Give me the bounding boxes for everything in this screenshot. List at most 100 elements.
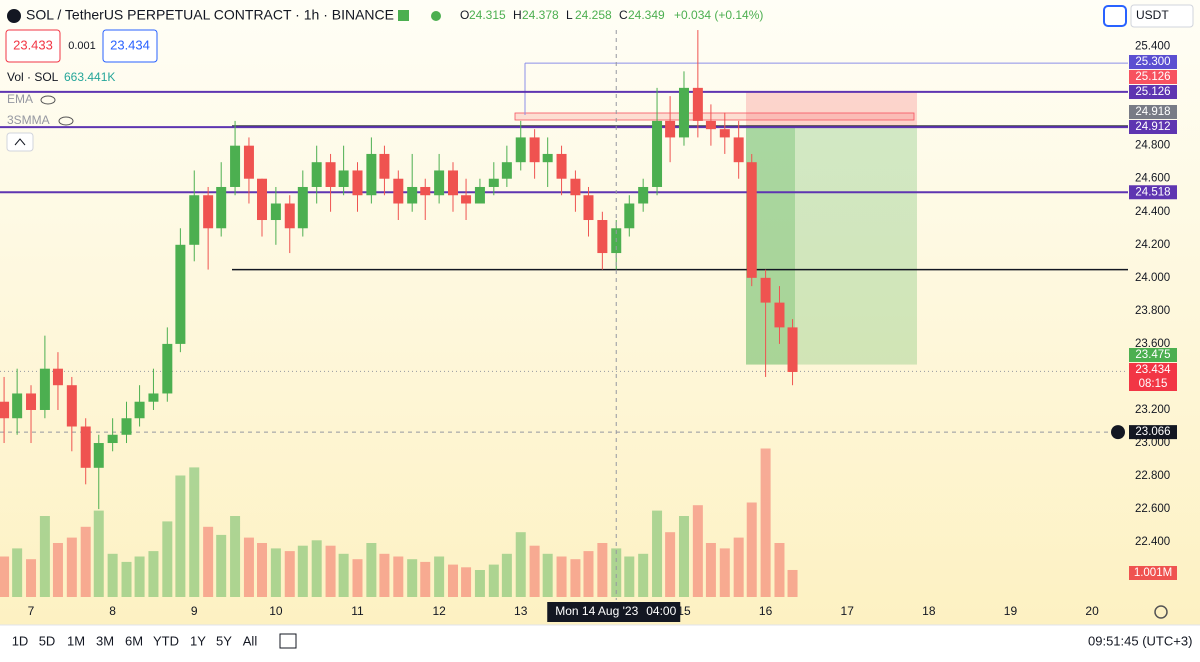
price-badge-label: 24.918 [1135,106,1170,118]
ohlc-key: L [566,8,573,22]
price-badge [1129,120,1177,134]
volume-bar [556,556,567,597]
drawing-box [514,112,915,121]
candle-body [705,120,716,130]
volume-bar [774,543,785,597]
y-tick-label: 23.800 [1135,305,1170,317]
chart-background [0,0,1200,625]
buy-button[interactable] [102,29,158,63]
y-tick-label: 24.600 [1135,173,1170,185]
candle-body [297,186,308,229]
volume-badge-label: 1.001M [1134,567,1172,579]
candle-body [787,327,798,372]
symbol-icon [7,9,21,23]
volume-bar [325,545,336,597]
range-button[interactable]: YTD [153,633,179,648]
x-tick-label: 17 [841,604,855,618]
candle-body [597,220,608,254]
y-tick-label: 22.400 [1135,536,1170,548]
candle-body [447,170,458,196]
indicator[interactable]: 3SMMA [7,113,50,127]
indicator[interactable]: EMA [7,92,33,106]
candle-body [352,170,363,196]
ohlc-value: 24.258 [575,8,612,22]
candle-body [624,203,635,229]
volume-bar [393,556,404,597]
volume-bar [474,570,485,597]
volume-bar [447,564,458,597]
date-range-icon[interactable] [279,633,297,649]
bottom-bar [0,625,1200,662]
candle-body [760,277,771,303]
ohlc-key: H [513,8,522,22]
quantity[interactable]: 0.001 [68,40,96,52]
range-button[interactable]: 3M [96,633,114,648]
volume-bar [107,553,118,597]
volume-bar [284,551,295,597]
currency[interactable]: USDT [1136,8,1169,22]
volume-bar [80,526,91,597]
crosshair-date: Mon 14 Aug '23 [555,604,638,618]
x-tick-label: 9 [191,604,198,618]
candle-body [665,120,676,138]
volume-bar [39,516,50,597]
sell-button[interactable] [5,29,61,63]
candle-body [746,162,757,278]
candle-body [515,137,526,163]
ohlc-key: O [460,8,469,22]
y-tick-label: 24.800 [1135,140,1170,152]
candle-body [638,186,649,204]
buy-price[interactable]: 23.434 [110,37,150,52]
candle-body [189,195,200,245]
range-button[interactable]: All [243,633,258,648]
candle-body [542,153,553,163]
volume-bar [434,556,445,597]
volume-bar [52,543,63,597]
volume-bar [66,537,77,597]
volume-bar [366,543,377,597]
range-button[interactable]: 1D [12,633,29,648]
y-tick-label: 22.800 [1135,470,1170,482]
y-tick-label: 22.600 [1135,503,1170,515]
volume-bar [488,564,499,597]
range-button[interactable]: 6M [125,633,143,648]
range-button[interactable]: 1M [67,633,85,648]
candle-body [93,443,104,468]
candle-body [407,186,418,204]
candle-body [216,186,227,229]
volume-bar [270,548,281,597]
candle-body [66,385,77,427]
volume-bar [638,553,649,597]
x-tick-label: 18 [922,604,936,618]
range-button[interactable]: 1Y [190,633,206,648]
volume-bar [529,545,540,597]
range-button[interactable]: 5D [39,633,56,648]
volume-bar [597,543,608,597]
candle-body [583,195,594,221]
hide-icon[interactable] [58,116,74,126]
settings-button[interactable] [1103,5,1127,27]
candle-body [434,170,445,196]
sell-price[interactable]: 23.433 [13,37,53,52]
axis-settings[interactable] [1154,605,1168,619]
volume-bar [570,559,581,597]
price-badge-label: 24.518 [1135,186,1170,198]
volume-bar [230,516,241,597]
ui: SOL / TetherUS PERPETUAL CONTRACT · 1h ·… [5,4,1194,649]
price-badge-label: 23.434 [1135,364,1171,376]
range-button[interactable]: 5Y [216,633,232,648]
currency-select[interactable] [1130,4,1194,28]
x-tick-label: 8 [109,604,116,618]
ohlc-value: 24.378 [522,8,559,22]
candle-body [12,393,23,419]
collapse-button[interactable] [6,132,34,152]
x-tick-label: 15 [677,604,691,618]
candle-body [719,129,730,138]
volume-badge [1129,566,1177,580]
candle-body [257,178,268,221]
crosshair-time: 04:00 [646,604,676,618]
price-badge [1129,85,1177,99]
crosshair-plus[interactable] [1111,425,1125,440]
hide-icon[interactable] [40,95,56,105]
